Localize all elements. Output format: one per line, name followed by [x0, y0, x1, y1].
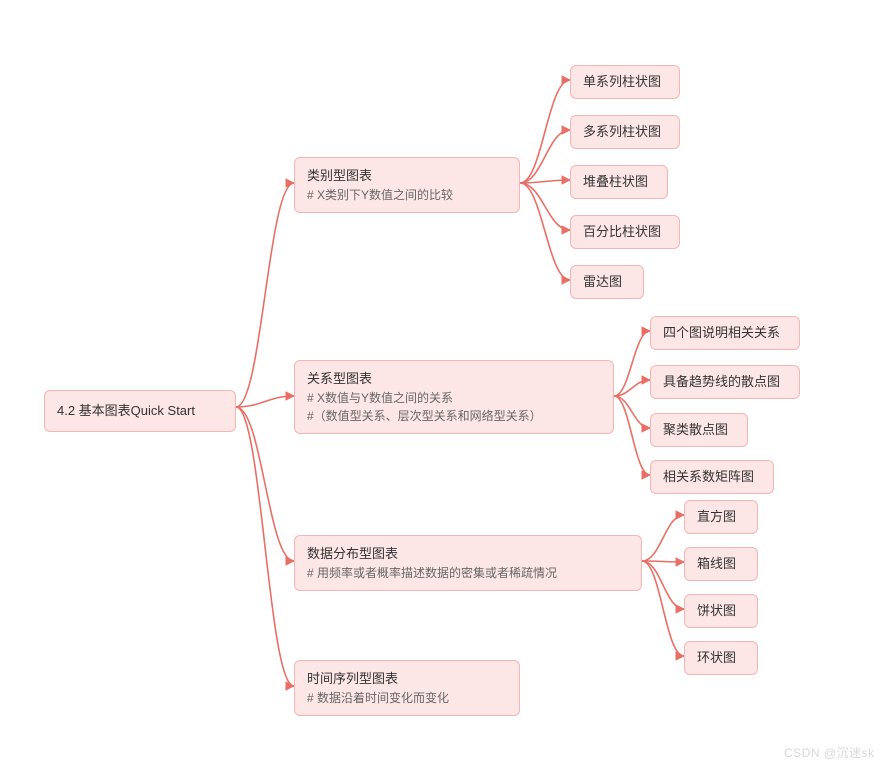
level2-node-dist: 数据分布型图表# 用频率或者概率描述数据的密集或者稀疏情况 [294, 535, 642, 591]
leaf-label: 多系列柱状图 [583, 124, 661, 139]
edge [614, 380, 650, 396]
edge [614, 396, 650, 475]
leaf-label: 直方图 [697, 509, 736, 524]
leaf-label: 具备趋势线的散点图 [663, 374, 780, 389]
leaf-node: 具备趋势线的散点图 [650, 365, 800, 399]
l2-title: 关系型图表 [307, 369, 601, 389]
edge [520, 183, 570, 230]
leaf-label: 雷达图 [583, 274, 622, 289]
leaf-node: 聚类散点图 [650, 413, 748, 447]
leaf-node: 四个图说明相关关系 [650, 316, 800, 350]
root-label: 4.2 基本图表Quick Start [57, 403, 195, 418]
edge [236, 407, 294, 686]
leaf-label: 堆叠柱状图 [583, 174, 648, 189]
edge [614, 396, 650, 428]
l2-title: 时间序列型图表 [307, 669, 507, 689]
level2-node-cat: 类别型图表# X类别下Y数值之间的比较 [294, 157, 520, 213]
edge [614, 331, 650, 396]
edge [236, 407, 294, 561]
level2-node-time: 时间序列型图表# 数据沿着时间变化而变化 [294, 660, 520, 716]
edge [236, 183, 294, 407]
level2-node-rel: 关系型图表# X数值与Y数值之间的关系#（数值型关系、层次型关系和网络型关系） [294, 360, 614, 434]
l2-sub: # 数据沿着时间变化而变化 [307, 689, 507, 707]
leaf-label: 饼状图 [697, 603, 736, 618]
leaf-label: 相关系数矩阵图 [663, 469, 754, 484]
edge [520, 130, 570, 183]
l2-title: 数据分布型图表 [307, 544, 629, 564]
leaf-label: 四个图说明相关关系 [663, 325, 780, 340]
leaf-label: 箱线图 [697, 556, 736, 571]
l2-sub: # 用频率或者概率描述数据的密集或者稀疏情况 [307, 564, 629, 582]
leaf-node: 多系列柱状图 [570, 115, 680, 149]
edge [520, 180, 570, 183]
leaf-label: 聚类散点图 [663, 422, 728, 437]
leaf-label: 百分比柱状图 [583, 224, 661, 239]
l2-sub: # X类别下Y数值之间的比较 [307, 186, 507, 204]
root-node: 4.2 基本图表Quick Start [44, 390, 236, 432]
l2-sub: #（数值型关系、层次型关系和网络型关系） [307, 407, 601, 425]
leaf-node: 饼状图 [684, 594, 758, 628]
l2-sub: # X数值与Y数值之间的关系 [307, 389, 601, 407]
leaf-node: 百分比柱状图 [570, 215, 680, 249]
edge [520, 80, 570, 183]
leaf-node: 箱线图 [684, 547, 758, 581]
edge [236, 396, 294, 407]
leaf-node: 直方图 [684, 500, 758, 534]
edge [520, 183, 570, 280]
edge [642, 561, 684, 656]
leaf-label: 环状图 [697, 650, 736, 665]
edge [642, 561, 684, 609]
leaf-node: 堆叠柱状图 [570, 165, 668, 199]
leaf-node: 相关系数矩阵图 [650, 460, 774, 494]
l2-title: 类别型图表 [307, 166, 507, 186]
edge [642, 515, 684, 561]
leaf-node: 单系列柱状图 [570, 65, 680, 99]
edge [642, 561, 684, 562]
leaf-node: 雷达图 [570, 265, 644, 299]
watermark: CSDN @沉迷sk [784, 744, 875, 761]
leaf-label: 单系列柱状图 [583, 74, 661, 89]
leaf-node: 环状图 [684, 641, 758, 675]
